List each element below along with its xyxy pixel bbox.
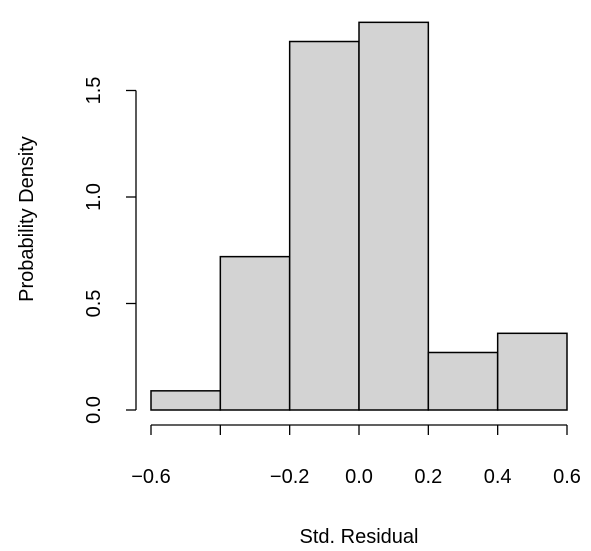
x-axis: −0.6 −0.2 0.0 0.2 0.4 0.6 [131,424,581,488]
x-tick-label: 0.2 [414,466,442,488]
histogram-bar-0 [150,390,222,411]
y-axis-title: Probability Density [16,136,38,302]
x-tick-label: −0.2 [270,466,309,488]
x-tick-label: −0.6 [131,466,170,488]
y-tick-label: 1.0 [83,183,105,211]
histogram-bar-2 [288,40,360,411]
y-tick-label: 1.5 [83,77,105,105]
y-axis: 0.0 0.5 1.0 1.5 [83,77,137,424]
histogram-bar-4 [427,351,499,411]
histogram-bar-3 [358,21,430,411]
y-tick-label: 0.5 [83,290,105,318]
histogram-bar-5 [496,332,568,411]
x-axis-title: Std. Residual [300,526,419,548]
histogram-bars [150,21,568,411]
y-tick-label: 0.0 [83,396,105,424]
x-tick-label: 0.6 [553,466,581,488]
x-tick-label: 0.4 [484,466,512,488]
histogram-bar-1 [219,255,291,411]
x-tick-label: 0.0 [345,466,373,488]
